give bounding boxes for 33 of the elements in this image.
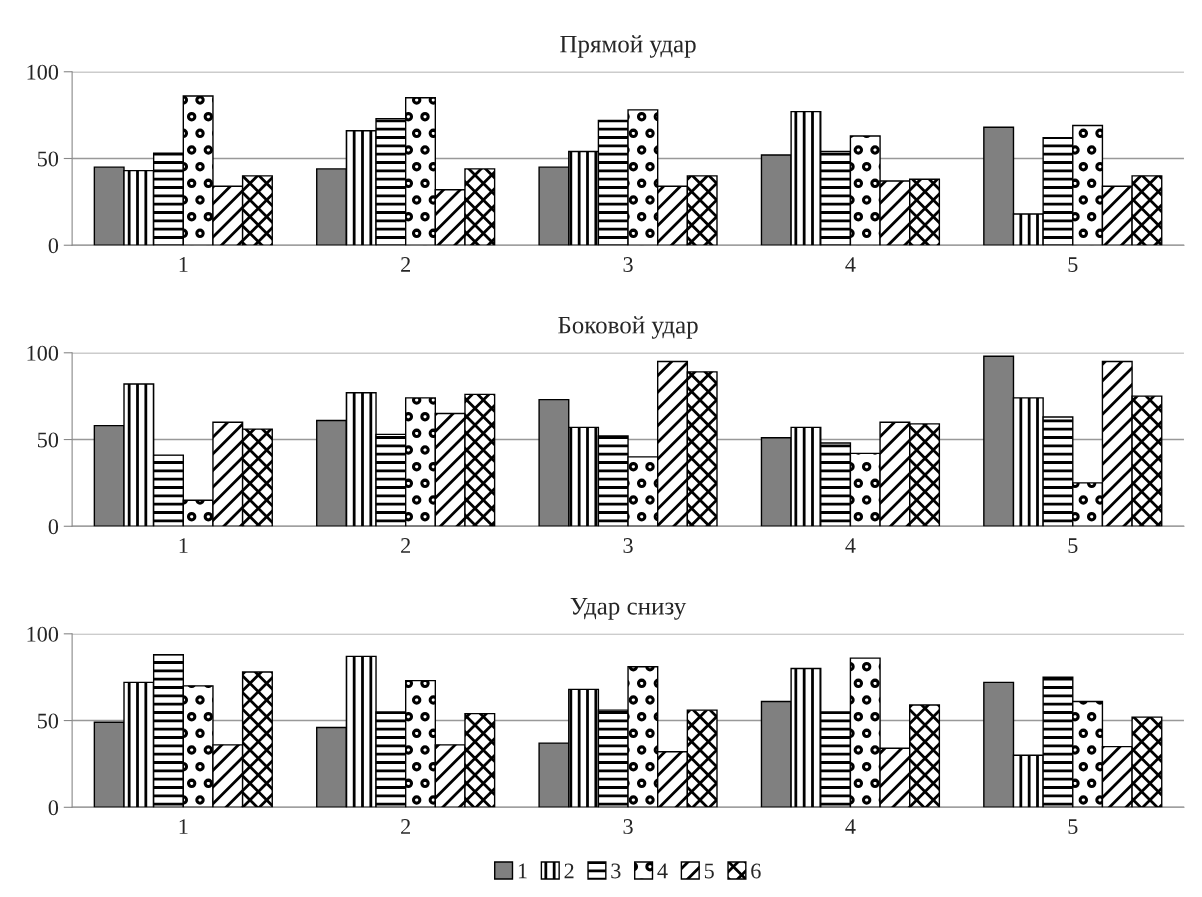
x-tick-label: 2 bbox=[401, 819, 410, 834]
legend-label: 1 bbox=[518, 863, 527, 879]
x-tick-label: 5 bbox=[1068, 538, 1078, 554]
x-tick-label: 2 bbox=[401, 257, 410, 272]
legend-label: 4 bbox=[657, 863, 668, 879]
x-tick-label: 1 bbox=[179, 538, 188, 553]
x-tick-label: 5 bbox=[1068, 819, 1078, 835]
y-tick-label: 100 bbox=[27, 626, 59, 642]
y-tick-label: 0 bbox=[48, 519, 59, 535]
legend-label: 3 bbox=[611, 863, 621, 879]
chart-title: Боковой удар bbox=[558, 316, 698, 339]
y-tick-label: 0 bbox=[48, 238, 59, 254]
chart-title: Прямой удар bbox=[560, 35, 696, 58]
x-tick-label: 3 bbox=[623, 538, 633, 554]
x-tick-label: 3 bbox=[623, 819, 633, 835]
x-tick-label: 5 bbox=[1068, 257, 1078, 272]
x-tick-label: 4 bbox=[845, 819, 856, 834]
x-tick-label: 3 bbox=[623, 257, 633, 272]
y-tick-label: 50 bbox=[38, 151, 59, 167]
legend-label: 2 bbox=[564, 863, 574, 879]
y-tick-label: 100 bbox=[27, 345, 59, 361]
x-tick-label: 4 bbox=[845, 538, 856, 553]
y-tick-label: 0 bbox=[48, 800, 59, 816]
x-tick-label: 4 bbox=[845, 257, 856, 272]
legend-label: 5 bbox=[704, 863, 714, 879]
chart-title: Удар снизу bbox=[570, 598, 687, 620]
y-tick-label: 50 bbox=[38, 432, 59, 448]
y-tick-label: 50 bbox=[38, 713, 59, 729]
x-tick-label: 1 bbox=[179, 819, 188, 834]
x-tick-label: 1 bbox=[179, 257, 188, 272]
x-tick-label: 2 bbox=[401, 538, 410, 553]
legend-label: 6 bbox=[751, 863, 761, 879]
y-tick-label: 100 bbox=[27, 64, 59, 80]
